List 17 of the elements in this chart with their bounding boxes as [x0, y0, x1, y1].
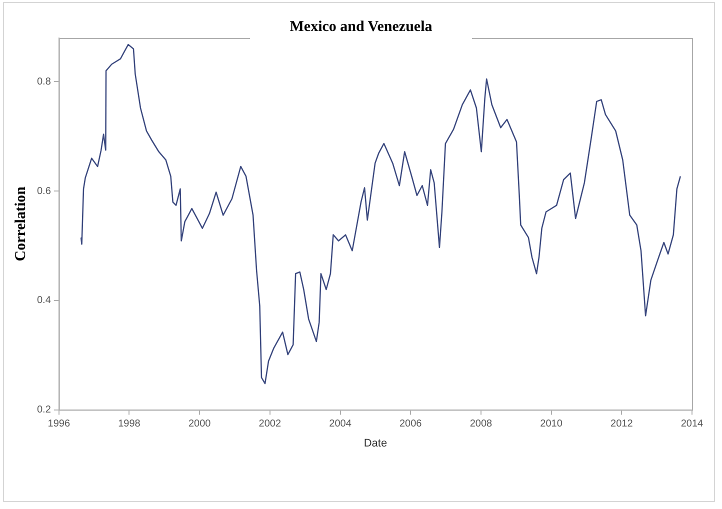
y-tick-label: 0.8 [36, 76, 52, 88]
x-tick-label: 2012 [610, 418, 634, 430]
y-axis-title: Correlation [12, 186, 29, 262]
chart-title: Mexico and Venezuela [250, 17, 472, 39]
x-axis-title: Date [364, 437, 388, 450]
x-tick-label: 2008 [470, 418, 493, 430]
x-tick-label: 2004 [329, 418, 352, 430]
y-tick-label: 0.6 [36, 186, 52, 197]
x-tick-label: 1998 [118, 418, 141, 430]
x-tick-label: 2002 [258, 418, 282, 430]
x-tick-label: 2006 [400, 418, 422, 430]
x-tick-label: 1996 [48, 418, 70, 430]
y-tick-label: 0.4 [36, 295, 52, 306]
x-tick-label: 2010 [540, 418, 563, 430]
x-tick-label: 2000 [188, 418, 212, 430]
y-tick-label: 0.2 [36, 404, 52, 416]
x-tick-label: 2014 [680, 418, 704, 430]
